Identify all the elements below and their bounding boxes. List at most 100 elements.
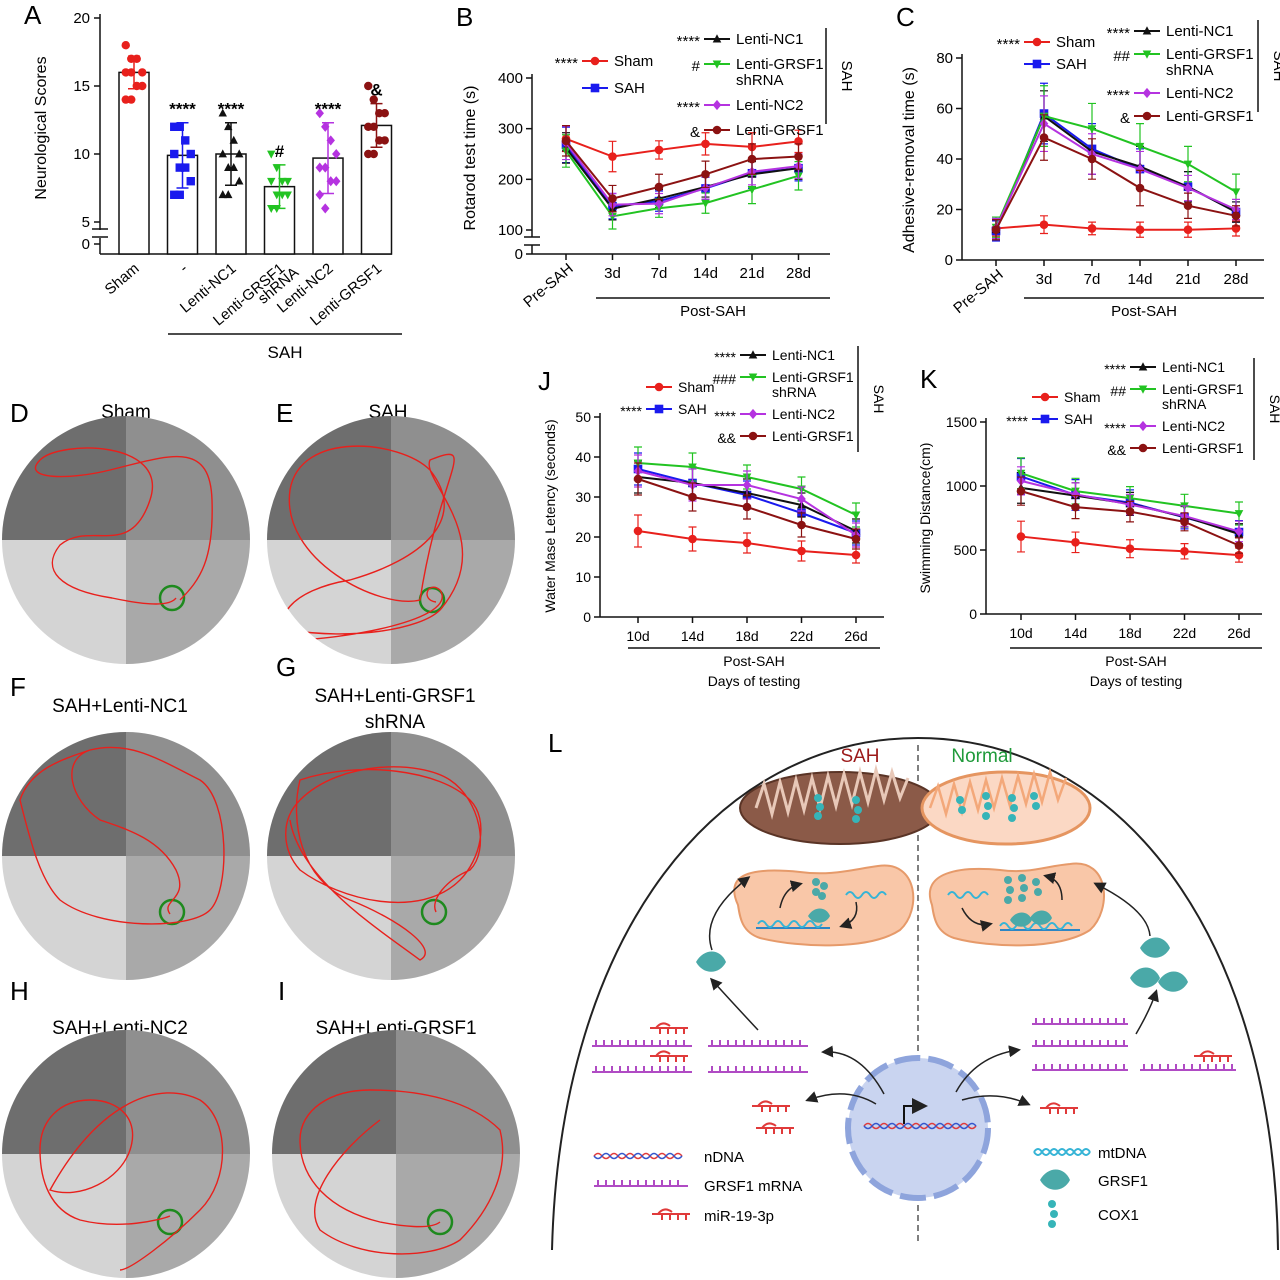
b-legend-marker-4 [712,99,722,111]
maze-h-platform [156,1208,184,1236]
k-y-tick-label: 500 [954,542,978,558]
b-y-tick-label: 0 [515,246,523,263]
maze-e-quadrant-ne [391,416,515,540]
j-ylabel: Water Mase Letency (seconds) [542,419,558,612]
c-point-4-4 [1183,182,1193,194]
a-category-label-1: - [176,260,191,276]
b-point-0-3 [701,139,710,149]
j-y-tick-label: 20 [575,529,591,545]
a-point-2-0 [218,108,227,117]
j-group-label: Post-SAH [723,653,784,669]
arrow-nucleus-normal-mir [961,1094,1031,1106]
a-point-0-5 [127,68,136,77]
b-series-line-4 [565,142,799,206]
c-point-3-2 [1087,125,1097,134]
panel-letter-a: A [24,0,42,30]
a-point-5-5 [369,122,378,131]
j-x-tick-label: 10d [626,628,649,644]
a-y-tick-label: 10 [73,146,90,163]
b-legend-sig-right-0: **** [677,33,701,50]
j-point-3-4 [851,511,861,520]
j-plot-area: 0 10 20 30 40 50 10d 14d 18d 22d 26d Post-SAH Days o… [575,346,887,689]
a-point-4-4 [315,162,324,173]
a-point-0-0 [121,41,130,50]
maze-i-quadrant-se [396,1154,520,1278]
maze-f-quadrant-sw [2,856,126,980]
a-point-3-7 [283,191,292,200]
a-point-1-8 [170,190,179,199]
k-side-label: SAH [1267,395,1280,424]
a-point-5-7 [380,136,389,145]
a-point-4-8 [315,189,324,200]
maze-h-swim-path [39,1092,224,1271]
b-legend-sig-right-1: # [692,58,701,75]
j-y-tick-label: 10 [575,569,591,585]
b-series-line-3 [565,150,799,218]
c-point-5-3 [1135,183,1145,193]
j-legend-sig-right-3: && [717,430,736,446]
j-point-5-3 [797,520,806,530]
maze-h-quadrants [2,1030,250,1278]
maze-f-quadrant-se [126,856,250,980]
legend-grsf1-label: GRSF1 [1098,1173,1148,1190]
maze-i-quadrant-nw [272,1030,396,1154]
a-point-0-3 [138,68,147,77]
a-point-4-6 [326,176,335,187]
a-point-2-4 [218,149,227,158]
a-significance-2: **** [218,100,245,119]
j-legend-label-3: Lenti-GRSF1 [772,369,854,385]
b-ylabel: Rotarod test time (s) [462,86,479,231]
b-legend-label-5: Lenti-GRSF1 [736,122,824,139]
c-ylabel: Adhesive-removal time (s) [901,67,918,253]
grsf1-protein-normal [1130,937,1188,992]
a-point-3-2 [278,177,287,186]
a-point-4-9 [321,203,330,214]
b-point-5-2 [654,182,664,192]
c-legend-sig-right-3: & [1120,110,1130,127]
grsf1-mrna-sah [592,1040,808,1073]
j-legend-marker-4 [748,408,758,420]
a-point-3-8 [267,205,276,214]
k-x-tick-label: 26d [1227,625,1250,641]
mirna-sah [650,1022,794,1134]
arrow-nucleus-normal-mrna [955,1045,1021,1093]
c-legend-sig-right-2: **** [1107,87,1131,104]
j-point-0-3 [797,546,806,556]
mitochondrion-sah-detail [733,864,915,947]
j-y-tick-label: 40 [575,449,591,465]
j-legend-marker-1 [654,404,664,414]
cell-membrane [551,736,1279,1251]
k-legend-label-4: Lenti-NC2 [1162,418,1225,434]
maze-h-quadrant-se [126,1154,250,1278]
a-y-tick-label: 20 [73,10,90,27]
c-x-tick-label: 3d [1036,271,1053,288]
c-point-5-4 [1183,201,1193,211]
a-point-5-3 [380,109,389,118]
maze-d-quadrant-ne [126,416,250,540]
c-y-tick-label: 80 [936,50,953,67]
b-x-tick-label: 28d [786,265,811,282]
j-point-0-2 [742,538,752,548]
a-errorbar-2 [225,121,237,187]
a-point-2-1 [224,122,233,131]
k-x-tick-label: 22d [1173,625,1196,641]
b-x-tick-label: 14d [693,265,718,282]
j-legend-label-5: Lenti-GRSF1 [772,428,854,444]
j-point-4-2 [742,479,752,491]
j-point-0-0 [633,526,643,536]
a-point-3-9 [272,205,281,214]
a-point-1-3 [186,149,195,159]
j-legend-marker-2 [748,350,758,359]
a-group-label: SAH [268,343,303,362]
k-point-5-3 [1180,517,1189,527]
a-axis-break [92,228,108,238]
b-legend-label-3: shRNA [736,72,784,89]
j-legend-sig-right-2: **** [714,408,736,424]
c-series-line-4 [995,122,1237,229]
a-point-4-0 [315,108,324,119]
legend-ndna-label: nDNA [704,1149,744,1166]
k-legend-label-1: SAH [1064,411,1093,427]
b-point-3-1 [608,212,617,222]
maze-g [267,732,515,980]
panel-letter-g: G [276,652,296,682]
